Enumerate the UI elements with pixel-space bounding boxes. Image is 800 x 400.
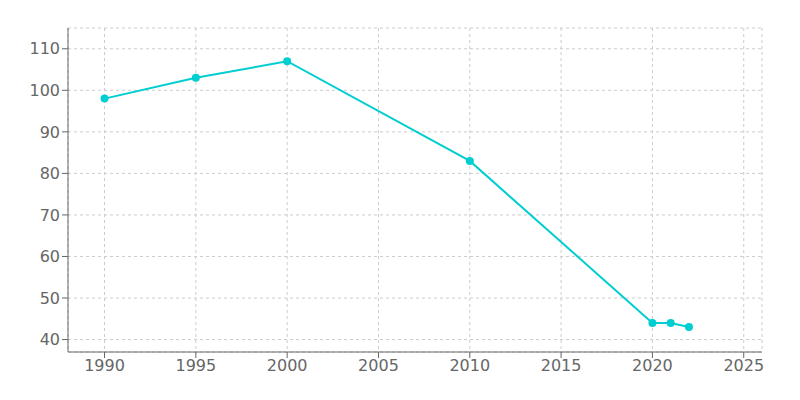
svg-text:2000: 2000 — [267, 356, 308, 375]
svg-text:2005: 2005 — [358, 356, 399, 375]
svg-text:90: 90 — [40, 123, 60, 142]
svg-text:40: 40 — [40, 330, 60, 349]
svg-text:2010: 2010 — [449, 356, 490, 375]
svg-text:70: 70 — [40, 206, 60, 225]
svg-text:80: 80 — [40, 164, 60, 183]
svg-text:1990: 1990 — [84, 356, 125, 375]
svg-text:50: 50 — [40, 289, 60, 308]
svg-text:100: 100 — [29, 81, 60, 100]
svg-text:2025: 2025 — [723, 356, 764, 375]
svg-text:60: 60 — [40, 247, 60, 266]
svg-text:2015: 2015 — [541, 356, 582, 375]
svg-text:2020: 2020 — [632, 356, 673, 375]
svg-text:110: 110 — [29, 39, 60, 58]
svg-text:1995: 1995 — [175, 356, 216, 375]
